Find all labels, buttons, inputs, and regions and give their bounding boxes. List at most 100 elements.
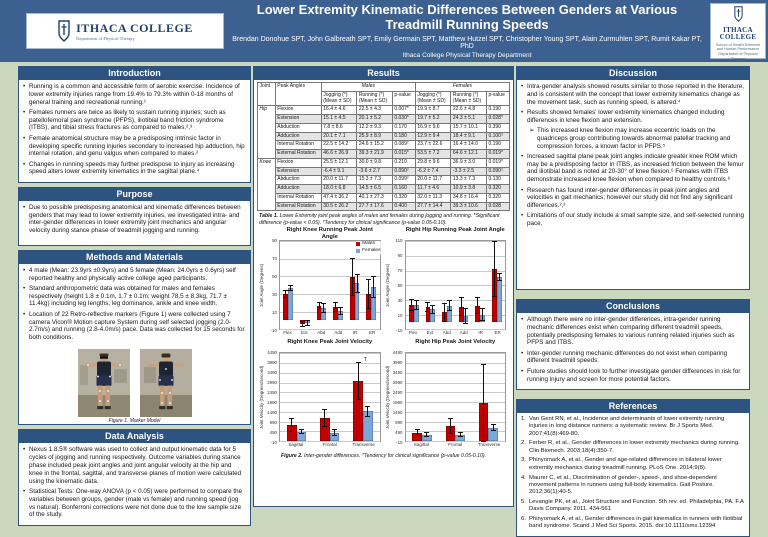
- error-bar: [465, 308, 467, 324]
- list-item: • Statistical Tests: One-way ANOVA (p < 0…: [23, 487, 243, 519]
- logo-right-subtitle-1: School of Health Sciences and Human Perf…: [715, 42, 761, 52]
- table-cell: p-value: [485, 90, 511, 107]
- error-bar-cap: [496, 273, 502, 275]
- gridline: [405, 363, 505, 364]
- table-cell: 20.1 ± 7.1: [320, 131, 358, 142]
- bar-females-abd: [321, 308, 327, 321]
- y-tick-label: 2490: [392, 389, 403, 395]
- x-tick-label: Transverse: [352, 442, 375, 448]
- gridline: [405, 353, 505, 354]
- gridline: [405, 431, 505, 432]
- error-bar-cap: [457, 435, 463, 437]
- chart-x-labels: Sagittal Frontal Transverse: [405, 442, 507, 450]
- y-tick-label: 1490: [392, 409, 403, 415]
- x-tick-label: IR: [478, 330, 483, 336]
- section-purpose: Purpose • Due to possible predisposing an…: [18, 186, 251, 246]
- results-content: Joint Peak Angles Males Females Jogging (°) …: [254, 80, 513, 506]
- x-tick-label: Frontal: [322, 442, 337, 448]
- table-row: Extension -6.4 ± 9.1 -3.6 ± 2.7 0.090ᵀ -6.2 …: [258, 166, 511, 177]
- error-bar: [367, 406, 369, 417]
- chart-y-ticks: -10 10 30 50 70 90: [265, 238, 279, 333]
- methods-bullets: • 4 male (Mean: 23.9yrs ±0.9yrs) and 5 fe…: [19, 264, 250, 348]
- shield-icon: [733, 6, 743, 22]
- figure2-charts: Right Knee Running Peak Joint Angle Joint…: [257, 227, 510, 451]
- error-bar-cap: [288, 284, 294, 286]
- gridline: [280, 372, 380, 374]
- error-bar-cap: [322, 408, 328, 410]
- y-tick-label: 70: [272, 255, 277, 261]
- gridline: [405, 314, 505, 316]
- gridline: [280, 421, 380, 423]
- table-cell: 39.3 ± 21.9: [356, 149, 393, 159]
- table-cell: 0.089ᵀ: [391, 140, 416, 150]
- results-heading: Results: [254, 67, 513, 80]
- legend-entry: Females: [356, 248, 381, 254]
- error-bar-cap: [475, 297, 481, 299]
- error-bar-cap: [321, 312, 327, 314]
- table-cell: 0.210: [391, 157, 416, 168]
- table-cell: 47.4 ± 36.2: [320, 192, 358, 203]
- chart-title: Right Hip Peak Joint Velocity: [415, 339, 496, 346]
- y-tick-label: 3990: [267, 359, 277, 365]
- error-bar-cap: [480, 319, 486, 321]
- table-cell: Adduction: [274, 131, 322, 142]
- table-cell: Males: [320, 82, 416, 92]
- error-bar: [334, 429, 336, 436]
- table-cell: 0.019*: [485, 149, 511, 159]
- introduction-bullets: • Running is a common and accessible form…: [19, 80, 250, 182]
- table-cell: Running (°) (Mean ± SD): [450, 90, 487, 107]
- error-bar: [300, 429, 302, 434]
- section-results: Results Joint Peak Angles Males Females Jogg…: [253, 66, 514, 507]
- table-cell: Extension: [274, 166, 322, 177]
- figure1-photos: [19, 347, 250, 418]
- table-cell: Knee: [257, 157, 276, 212]
- y-tick-label: 4490: [392, 349, 403, 355]
- chart-title: Right Knee Peak Joint Velocity: [287, 339, 373, 346]
- error-bar-cap: [304, 319, 310, 321]
- error-bar: [449, 418, 451, 434]
- gridline: [405, 421, 505, 423]
- chart-x-labels: Sagittal Frontal Transverse: [279, 442, 381, 450]
- table-cell: 7.8 ± 8.6: [320, 122, 358, 133]
- table-cell: 0.007*: [391, 105, 416, 115]
- x-tick-label: Ext: [426, 330, 434, 336]
- table-cell: 14.5 ± 6.5: [356, 184, 393, 194]
- table-row: Adduction 18.0 ± 6.8 14.5 ± 6.5 0.160 11.7 ±…: [258, 184, 511, 194]
- error-bar-cap: [408, 309, 414, 311]
- chart-y-axis-label: Joint Velocity (Degrees/second): [259, 365, 264, 429]
- chart-y-ticks: -10 490 990 1490 1990 2490 2990 3490 3990 4490: [265, 350, 279, 445]
- y-tick-label: 10: [397, 312, 403, 318]
- bar-males-abd: [316, 306, 322, 321]
- marker-model-photo-front: [77, 349, 130, 418]
- y-tick-label: 50: [272, 273, 277, 279]
- table-cell: 0.170: [391, 122, 416, 133]
- error-bar-cap: [496, 280, 502, 282]
- bar-males-add: [333, 307, 339, 321]
- table-cell: 0.320: [485, 184, 511, 194]
- table-cell: 0.190: [485, 105, 511, 115]
- error-bar-cap: [283, 297, 289, 299]
- table1-caption-label: Table 1.: [259, 213, 279, 220]
- error-bar-cap: [457, 432, 463, 434]
- error-bar: [460, 297, 462, 316]
- error-bar-cap: [283, 290, 289, 292]
- error-bar: [373, 276, 375, 298]
- error-bar-cap: [424, 432, 430, 434]
- list-item: • Intra-gender analysis showed results si…: [521, 83, 744, 106]
- error-bar-cap: [332, 429, 338, 431]
- x-tick-label: Add: [334, 330, 343, 336]
- error-bar-cap: [408, 299, 414, 301]
- error-bar-cap: [463, 308, 469, 310]
- gridline: [405, 402, 505, 403]
- chart-title: Right Hip Running Peak Joint Angle: [405, 227, 505, 234]
- y-tick-label: 990: [395, 419, 403, 425]
- error-bar-cap: [299, 320, 305, 322]
- y-tick-label: 70: [397, 267, 403, 273]
- bar-females-er: [496, 277, 502, 322]
- legend-swatch: [356, 242, 361, 247]
- table-cell: 0.320: [391, 192, 416, 203]
- gridline: [280, 411, 380, 413]
- chart-title: Right Knee Running Peak Joint Angle: [286, 227, 373, 240]
- list-item: • Limitations of our study include a smal…: [521, 212, 745, 228]
- table-cell: 27.7 ± 17.6: [356, 201, 393, 212]
